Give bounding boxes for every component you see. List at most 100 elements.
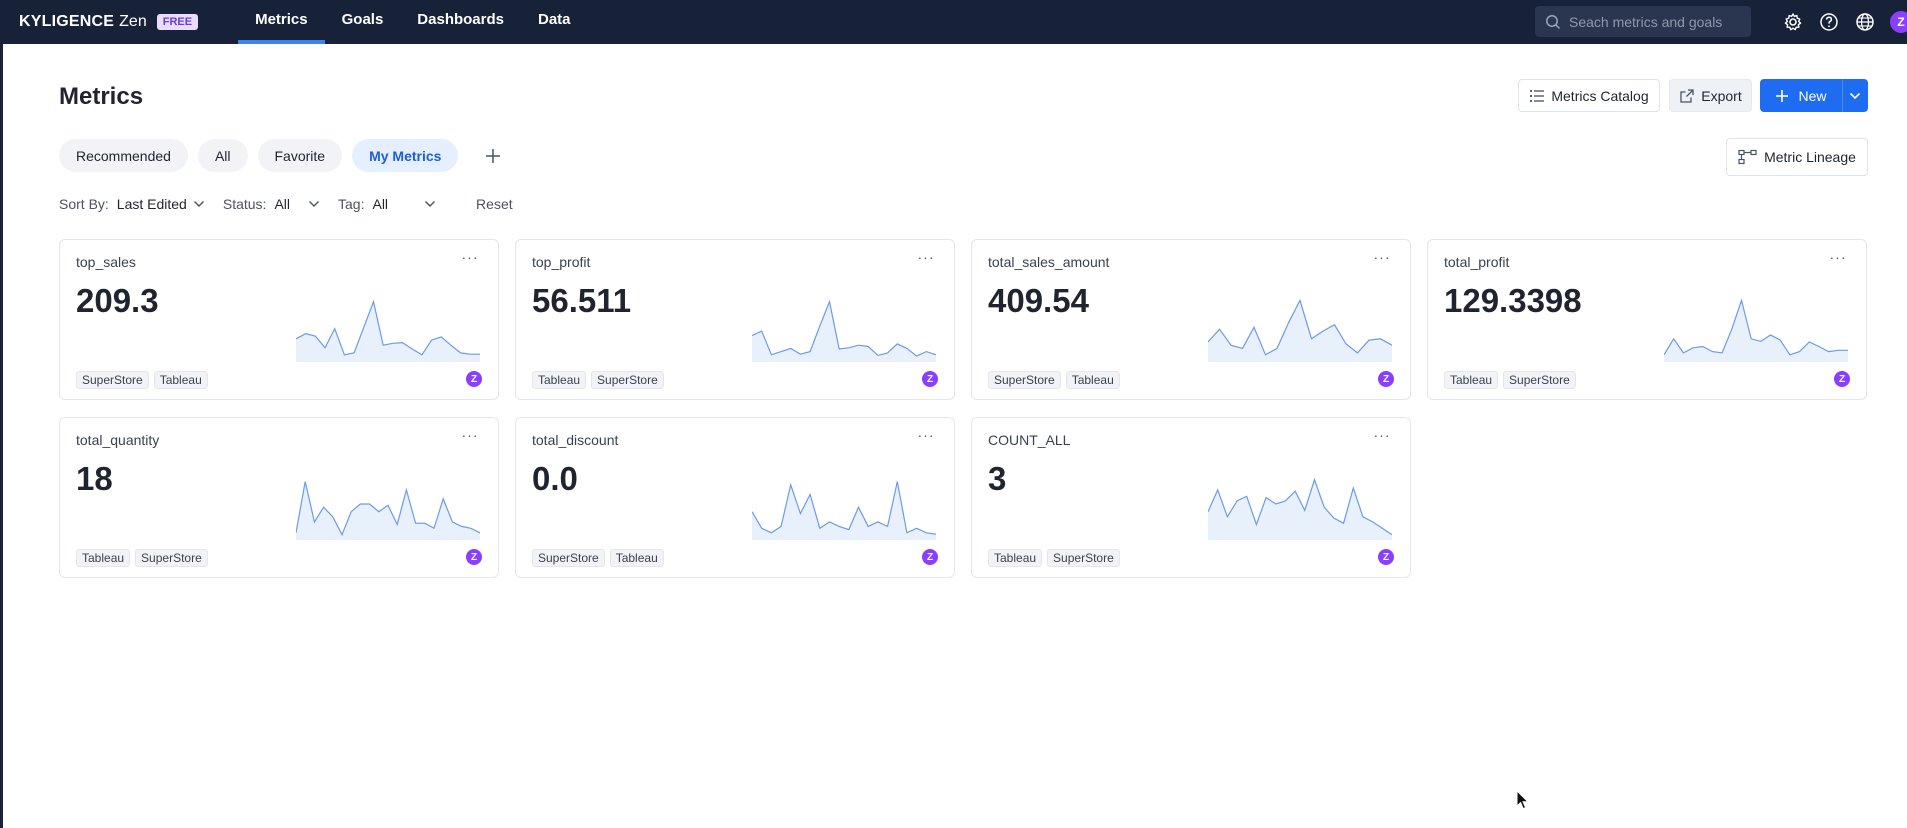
metric-tag[interactable]: Tableau xyxy=(532,371,587,389)
metric-name: total_quantity xyxy=(76,432,160,448)
chevron-down-icon xyxy=(193,201,204,207)
owner-avatar: Z xyxy=(1834,371,1850,387)
metric-tag[interactable]: SuperStore xyxy=(988,371,1061,389)
sparkline-line xyxy=(296,481,480,537)
tab-favorite[interactable]: Favorite xyxy=(257,139,343,172)
sparkline-area xyxy=(296,301,480,362)
reset-filters-button[interactable]: Reset xyxy=(476,196,513,212)
sparkline-area xyxy=(296,481,480,540)
plus-icon xyxy=(1776,89,1789,102)
search-input[interactable] xyxy=(1569,13,1739,30)
nav-item-dashboards[interactable]: Dashboards xyxy=(417,11,504,28)
metric-tag[interactable]: Tableau xyxy=(153,371,208,389)
user-avatar[interactable]: Z xyxy=(1888,9,1907,35)
nav-item-data[interactable]: Data xyxy=(538,11,571,28)
metric-card[interactable]: total_discount ··· 0.0 SuperStore Tableau Z xyxy=(515,417,955,578)
help-icon[interactable] xyxy=(1816,9,1842,35)
metric-lineage-label: Metric Lineage xyxy=(1764,149,1856,165)
brand-name: KYLIGENCE xyxy=(19,13,115,30)
sparkline-area xyxy=(752,481,936,540)
metric-value: 3 xyxy=(988,460,1007,497)
metric-card[interactable]: total_profit ··· 129.3398 Tableau SuperStore… xyxy=(1427,239,1867,400)
status-select[interactable]: Status: All xyxy=(223,196,320,212)
metric-tags: SuperStore Tableau xyxy=(988,371,1125,389)
more-options-icon[interactable]: ··· xyxy=(1373,249,1391,265)
sparkline-line xyxy=(1208,298,1392,356)
metric-tag[interactable]: SuperStore xyxy=(1503,371,1576,389)
tab-recommended[interactable]: Recommended xyxy=(59,139,188,172)
metric-name: total_sales_amount xyxy=(988,254,1110,270)
sort-by-value: Last Edited xyxy=(116,196,187,212)
metric-tag[interactable]: Tableau xyxy=(1065,371,1120,389)
metric-tags: Tableau SuperStore xyxy=(76,549,213,567)
chevron-down-icon xyxy=(1849,92,1861,99)
metric-value: 56.511 xyxy=(532,282,632,319)
sparkline-area xyxy=(1208,300,1392,362)
metric-card[interactable]: COUNT_ALL ··· 3 Tableau SuperStore Z xyxy=(971,417,1411,578)
metric-lineage-button[interactable]: Metric Lineage xyxy=(1726,138,1868,176)
globe-language-icon[interactable] xyxy=(1852,9,1878,35)
metric-tag[interactable]: SuperStore xyxy=(76,371,149,389)
export-button[interactable]: Export xyxy=(1669,79,1752,112)
plus-icon xyxy=(485,148,500,163)
metric-tag[interactable]: SuperStore xyxy=(591,371,664,389)
metric-card[interactable]: total_sales_amount ··· 409.54 SuperStore Tab… xyxy=(971,239,1411,400)
new-metric-dropdown-button[interactable] xyxy=(1842,79,1868,112)
metric-card[interactable]: top_profit ··· 56.511 Tableau SuperStore Z xyxy=(515,239,955,400)
tag-select[interactable]: Tag: All xyxy=(338,196,436,212)
more-options-icon[interactable]: ··· xyxy=(917,427,935,443)
more-options-icon[interactable]: ··· xyxy=(917,249,935,265)
main-nav: Metrics Goals Dashboards Data xyxy=(238,0,587,44)
metric-value: 129.3398 xyxy=(1444,282,1582,319)
metric-tag[interactable]: SuperStore xyxy=(532,549,605,567)
more-options-icon[interactable]: ··· xyxy=(461,249,479,265)
owner-avatar: Z xyxy=(1378,371,1394,387)
tab-my-metrics[interactable]: My Metrics xyxy=(352,139,459,172)
metric-trend-sparkline xyxy=(752,481,936,540)
user-avatar-initial: Z xyxy=(1890,11,1907,33)
nav-item-goals[interactable]: Goals xyxy=(341,11,384,28)
metric-card[interactable]: total_quantity ··· 18 Tableau SuperStore Z xyxy=(59,417,499,578)
sparkline-line xyxy=(296,299,480,356)
list-icon xyxy=(1530,89,1545,102)
metric-trend-sparkline xyxy=(1208,298,1392,362)
metric-card[interactable]: top_sales ··· 209.3 SuperStore Tableau Z xyxy=(59,239,499,400)
left-edge-strip xyxy=(0,44,3,828)
metric-name: COUNT_ALL xyxy=(988,432,1071,448)
metric-tags: SuperStore Tableau xyxy=(76,371,213,389)
tab-all[interactable]: All xyxy=(197,139,248,172)
tag-value: All xyxy=(372,196,389,212)
add-view-button[interactable] xyxy=(476,139,509,172)
settings-gear-icon[interactable] xyxy=(1780,9,1806,35)
metrics-catalog-button[interactable]: Metrics Catalog xyxy=(1518,79,1660,112)
nav-item-metrics[interactable]: Metrics xyxy=(238,0,325,44)
metric-tag[interactable]: SuperStore xyxy=(1047,549,1120,567)
search-icon xyxy=(1546,14,1561,29)
metric-tags: SuperStore Tableau xyxy=(532,549,669,567)
more-options-icon[interactable]: ··· xyxy=(461,427,479,443)
brand-logo[interactable]: KYLIGENCE Zen FREE xyxy=(19,13,199,31)
search-box[interactable] xyxy=(1535,6,1751,37)
sort-by-select[interactable]: Sort By: Last Edited xyxy=(59,196,205,212)
tag-label: Tag: xyxy=(338,196,365,212)
metric-trend-sparkline xyxy=(1664,298,1848,362)
new-metric-button[interactable]: New xyxy=(1760,79,1842,112)
metric-tags: Tableau SuperStore xyxy=(988,549,1125,567)
sparkline-area xyxy=(1664,300,1848,362)
metric-name: top_sales xyxy=(76,254,136,270)
metric-tags: Tableau SuperStore xyxy=(1444,371,1581,389)
metric-tag[interactable]: SuperStore xyxy=(135,549,208,567)
metric-tag[interactable]: Tableau xyxy=(988,549,1043,567)
metric-tag[interactable]: Tableau xyxy=(609,549,664,567)
export-label: Export xyxy=(1701,87,1742,104)
metrics-catalog-label: Metrics Catalog xyxy=(1551,87,1649,104)
sparkline-area xyxy=(1208,479,1392,540)
sparkline-area xyxy=(752,301,936,362)
more-options-icon[interactable]: ··· xyxy=(1373,427,1391,443)
plan-badge: FREE xyxy=(156,14,199,30)
metric-tag[interactable]: Tableau xyxy=(1444,371,1499,389)
sparkline-line xyxy=(1664,298,1848,356)
more-options-icon[interactable]: ··· xyxy=(1829,249,1847,265)
metric-view-tabs: Recommended All Favorite My Metrics xyxy=(59,139,509,172)
metric-tag[interactable]: Tableau xyxy=(76,549,131,567)
